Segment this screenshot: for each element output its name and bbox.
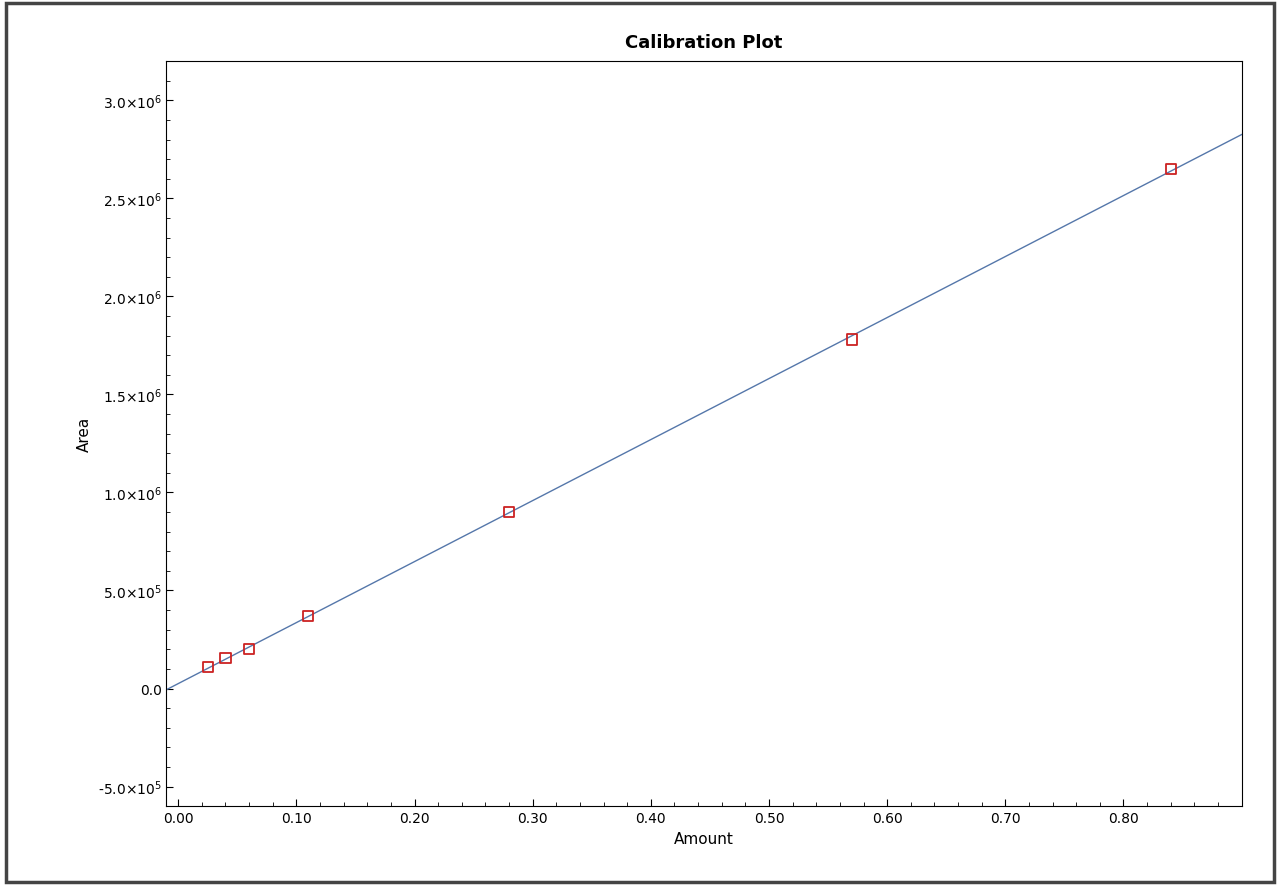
Y-axis label: Area: Area bbox=[77, 416, 92, 452]
Point bbox=[215, 651, 236, 665]
Title: Calibration Plot: Calibration Plot bbox=[626, 35, 782, 52]
Point bbox=[499, 505, 520, 519]
Point bbox=[239, 642, 260, 657]
Point bbox=[1161, 163, 1181, 177]
Point bbox=[841, 333, 861, 347]
X-axis label: Amount: Amount bbox=[675, 831, 733, 845]
Point bbox=[298, 610, 319, 624]
Point bbox=[197, 660, 218, 674]
